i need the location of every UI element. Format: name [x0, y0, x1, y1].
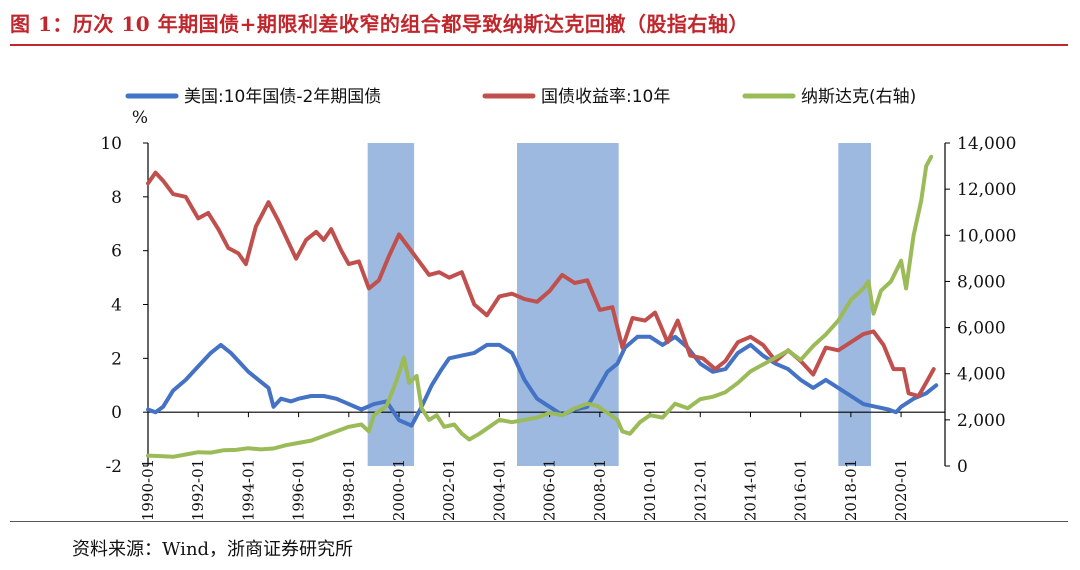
x-tick-label: 2008-01: [591, 459, 609, 520]
x-tick-label: 2014-01: [741, 459, 759, 520]
shaded-period-3: [838, 143, 871, 466]
right-tick-label: 12,000: [957, 180, 1016, 200]
legend: 美国:10年国债-2年期国债 国债收益率:10年 纳斯达克(右轴): [125, 87, 916, 107]
source-divider: [10, 521, 1068, 522]
left-axis-unit: %: [132, 108, 148, 128]
x-tick-label: 1992-01: [189, 459, 207, 520]
left-tick-label: -2: [105, 457, 122, 477]
x-tick-label: 2020-01: [892, 459, 910, 520]
legend-label-2: 国债收益率:10年: [541, 87, 670, 107]
x-tick-label: 2012-01: [691, 459, 709, 520]
series-lines: [146, 154, 939, 459]
source-note: 资料来源：Wind，浙商证券研究所: [72, 539, 354, 560]
x-tick-label: 2016-01: [792, 459, 810, 520]
axes: 10 8 6 4 2 0 -2% 14,000 12,000 10,000 8,000 6,000 4,…: [100, 108, 1016, 520]
x-tick-label: 2004-01: [490, 459, 508, 520]
right-tick-label: 4,000: [957, 365, 1006, 385]
x-tick-label: 1990-01: [139, 459, 157, 520]
x-tick-label: 1996-01: [290, 459, 308, 520]
chart: 10 8 6 4 2 0 -2% 14,000 12,000 10,000 8,000 6,000 4,…: [100, 87, 1016, 520]
title-divider: [10, 44, 1068, 46]
left-tick-label: 0: [111, 403, 122, 423]
left-tick-label: 4: [111, 296, 122, 316]
series-line-1: [146, 334, 939, 428]
series-line-3: [146, 154, 934, 459]
x-tick-label: 2002-01: [440, 459, 458, 520]
left-tick-label: 10: [100, 134, 122, 154]
right-tick-label: 14,000: [957, 134, 1016, 154]
right-tick-label: 0: [957, 457, 968, 477]
x-tick-label: 1994-01: [239, 459, 257, 520]
x-tick-label: 2000-01: [390, 459, 408, 520]
legend-label-3: 纳斯达克(右轴): [801, 87, 916, 107]
series-line-2: [146, 170, 936, 398]
left-tick-label: 2: [111, 349, 122, 369]
right-tick-label: 6,000: [957, 319, 1006, 339]
x-tick-label: 2010-01: [641, 459, 659, 520]
right-tick-label: 10,000: [957, 226, 1016, 246]
x-tick-label: 1998-01: [340, 459, 358, 520]
right-tick-label: 2,000: [957, 411, 1006, 431]
figure-title: 图 1：历次 10 年期国债+期限利差收窄的组合都导致纳斯达克回撤（股指右轴）: [10, 12, 749, 36]
right-tick-label: 8,000: [957, 272, 1006, 292]
shaded-periods: [367, 143, 871, 466]
left-tick-label: 6: [111, 242, 122, 262]
left-tick-label: 8: [111, 188, 122, 208]
x-tick-label: 2018-01: [842, 459, 860, 520]
legend-label-1: 美国:10年国债-2年期国债: [184, 87, 381, 107]
x-tick-label: 2006-01: [541, 459, 559, 520]
